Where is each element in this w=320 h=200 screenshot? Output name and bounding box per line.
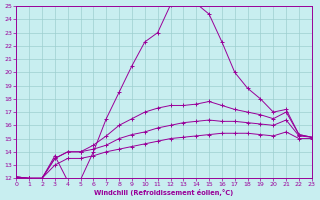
X-axis label: Windchill (Refroidissement éolien,°C): Windchill (Refroidissement éolien,°C) <box>94 189 234 196</box>
